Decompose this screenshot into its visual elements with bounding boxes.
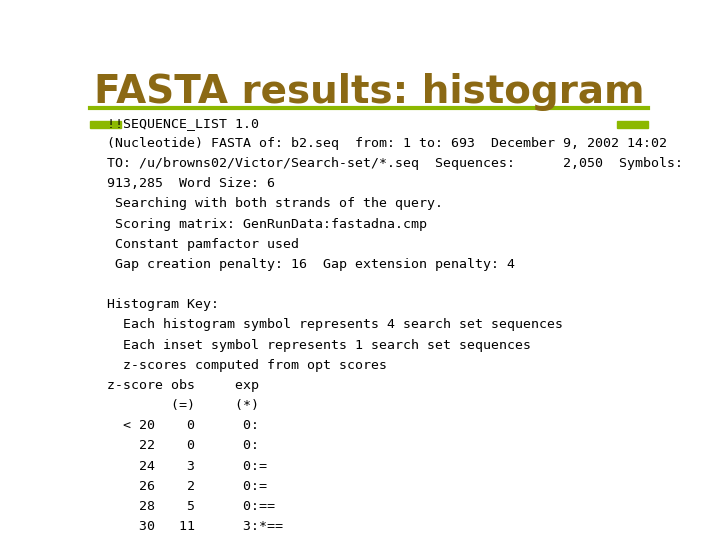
Text: 24    3      0:=: 24 3 0:= bbox=[107, 460, 266, 472]
Text: (Nucleotide) FASTA of: b2.seq  from: 1 to: 693  December 9, 2002 14:02: (Nucleotide) FASTA of: b2.seq from: 1 to… bbox=[107, 137, 667, 150]
Text: 28    5      0:==: 28 5 0:== bbox=[107, 500, 275, 513]
Text: z-scores computed from opt scores: z-scores computed from opt scores bbox=[107, 359, 387, 372]
Bar bbox=[617, 122, 648, 128]
Text: 26    2      0:=: 26 2 0:= bbox=[107, 480, 266, 493]
Text: Searching with both strands of the query.: Searching with both strands of the query… bbox=[107, 198, 443, 211]
Text: Each inset symbol represents 1 search set sequences: Each inset symbol represents 1 search se… bbox=[107, 339, 531, 352]
Text: Gap creation penalty: 16  Gap extension penalty: 4: Gap creation penalty: 16 Gap extension p… bbox=[107, 258, 515, 271]
Text: < 20    0      0:: < 20 0 0: bbox=[107, 419, 258, 432]
Text: TO: /u/browns02/Victor/Search-set/*.seq  Sequences:      2,050  Symbols:: TO: /u/browns02/Victor/Search-set/*.seq … bbox=[107, 157, 683, 170]
Text: z-score obs     exp: z-score obs exp bbox=[107, 379, 258, 392]
Text: !!SEQUENCE_LIST 1.0: !!SEQUENCE_LIST 1.0 bbox=[107, 117, 258, 130]
Text: FASTA results: histogram: FASTA results: histogram bbox=[94, 73, 644, 111]
Text: 22    0      0:: 22 0 0: bbox=[107, 440, 258, 453]
Text: (=)     (*): (=) (*) bbox=[107, 399, 258, 412]
Text: Scoring matrix: GenRunData:fastadna.cmp: Scoring matrix: GenRunData:fastadna.cmp bbox=[107, 218, 427, 231]
Text: 30   11      3:*==: 30 11 3:*== bbox=[107, 520, 283, 533]
Bar bbox=[90, 122, 121, 128]
Text: Constant pamfactor used: Constant pamfactor used bbox=[107, 238, 299, 251]
Text: 913,285  Word Size: 6: 913,285 Word Size: 6 bbox=[107, 177, 275, 190]
Text: Each histogram symbol represents 4 search set sequences: Each histogram symbol represents 4 searc… bbox=[107, 319, 563, 332]
Text: Histogram Key:: Histogram Key: bbox=[107, 298, 219, 311]
